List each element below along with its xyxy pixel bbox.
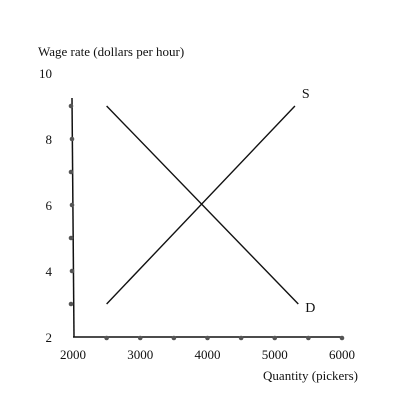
y-tick-label: 10 [39, 66, 52, 81]
y-tick-label: 6 [46, 198, 53, 213]
x-axis-dot [238, 335, 244, 341]
y-tick-label: 2 [46, 330, 53, 345]
series-label-d: D [305, 301, 315, 316]
series-layer: SD [106, 87, 315, 316]
y-axis-dots [68, 103, 75, 307]
x-tick-label: 3000 [127, 347, 153, 362]
x-axis-dot [306, 335, 311, 341]
series-line-d [106, 105, 299, 305]
x-axis-title: Quantity (pickers) [263, 368, 358, 383]
y-axis-title: Wage rate (dollars per hour) [38, 44, 184, 59]
x-axis-dot [339, 335, 345, 341]
x-tick-label: 4000 [195, 347, 221, 362]
y-tick-labels: 2 4 6 8 10 [39, 66, 53, 345]
x-axis-dot [104, 335, 109, 341]
y-axis-line [71, 97, 75, 338]
x-axis-dot [171, 335, 177, 341]
x-axis-dots [104, 335, 345, 341]
y-axis-dot [68, 235, 74, 241]
x-axis-dot [272, 335, 278, 341]
x-tick-label: 6000 [329, 347, 355, 362]
y-axis-dot [69, 136, 75, 142]
series-label-s: S [302, 87, 310, 102]
y-tick-label: 4 [46, 264, 53, 279]
y-tick-label: 8 [46, 132, 53, 147]
y-axis-dot [69, 268, 75, 274]
x-axis-dot [137, 335, 143, 341]
y-axis-dot [69, 202, 75, 208]
y-axis-dot [68, 301, 74, 307]
y-axis-dot [68, 169, 74, 175]
y-axis-dot [68, 103, 74, 109]
x-tick-label: 2000 [60, 347, 86, 362]
x-tick-labels: 2000 3000 4000 5000 6000 [60, 347, 355, 362]
x-tick-label: 5000 [262, 347, 288, 362]
series-line-s [106, 105, 296, 305]
x-axis-dot [205, 335, 210, 341]
